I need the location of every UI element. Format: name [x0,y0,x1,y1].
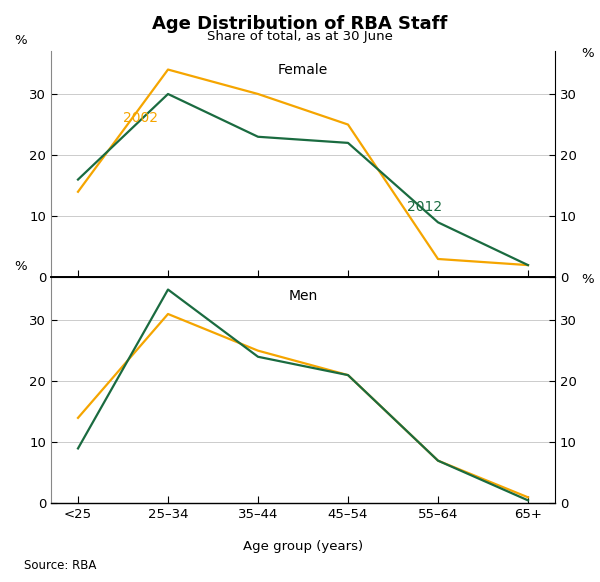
Y-axis label: %: % [581,273,594,286]
Y-axis label: %: % [14,260,27,273]
Text: Share of total, as at 30 June: Share of total, as at 30 June [207,30,393,43]
Text: 2012: 2012 [407,200,442,214]
Y-axis label: %: % [14,34,27,47]
Text: Female: Female [278,62,328,76]
Y-axis label: %: % [581,47,594,60]
Text: Age group (years): Age group (years) [243,540,363,553]
Text: Men: Men [289,289,317,303]
Text: 2002: 2002 [123,111,158,126]
Text: Source: RBA: Source: RBA [24,559,97,572]
Text: Age Distribution of RBA Staff: Age Distribution of RBA Staff [152,15,448,33]
